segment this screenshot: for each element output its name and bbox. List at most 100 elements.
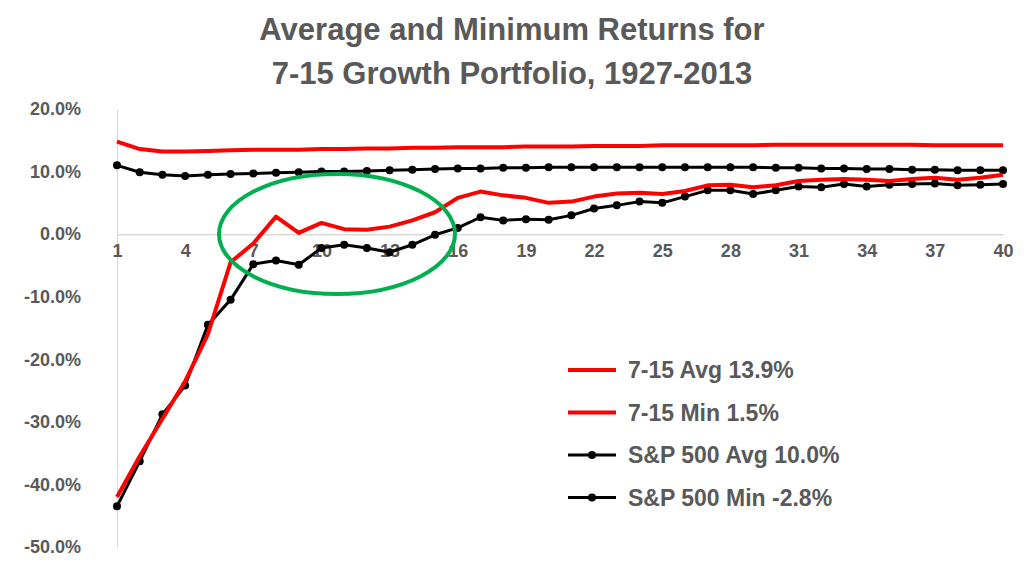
series-marker — [954, 166, 962, 174]
legend-item: 7-15 Min 1.5% — [568, 400, 779, 426]
series-marker — [522, 215, 530, 223]
series-marker — [113, 161, 121, 169]
series-marker — [431, 165, 439, 173]
y-tick: -20.0% — [24, 350, 117, 370]
series-marker — [976, 181, 984, 189]
legend-label: 7-15 Min 1.5% — [628, 400, 779, 426]
y-axis-line — [117, 110, 118, 548]
series-marker — [636, 198, 644, 206]
y-tick-label: -30.0% — [24, 412, 81, 432]
series-marker — [749, 190, 757, 198]
series-marker — [476, 213, 484, 221]
legend-swatch — [568, 368, 616, 372]
series-marker — [863, 183, 871, 191]
series-marker — [386, 166, 394, 174]
y-tick: 0.0% — [40, 224, 117, 244]
series-marker — [931, 179, 939, 187]
series-marker — [567, 163, 575, 171]
legend-item: 7-15 Avg 13.9% — [568, 357, 794, 383]
chart-title-line: 7-15 Growth Portfolio, 1927-2013 — [272, 56, 753, 91]
x-tick-label: 25 — [653, 241, 673, 261]
chart-container: Average and Minimum Returns for 7-15 Grow… — [0, 0, 1024, 567]
series-marker — [658, 163, 666, 171]
series-marker — [136, 168, 144, 176]
series-marker — [817, 183, 825, 191]
series-marker — [999, 180, 1007, 188]
x-tick: 25 — [653, 234, 673, 261]
series-line — [117, 183, 1003, 506]
y-tick-label: -10.0% — [24, 287, 81, 307]
x-tick: 31 — [789, 234, 809, 261]
y-axis: -50.0%-40.0%-30.0%-20.0%-10.0%0.0%10.0%2… — [24, 99, 118, 557]
legend-swatch — [568, 411, 616, 415]
series-marker — [340, 241, 348, 249]
series-marker — [590, 163, 598, 171]
series-marker — [272, 169, 280, 177]
series-marker — [636, 163, 644, 171]
legend-label: S&P 500 Avg 10.0% — [628, 442, 839, 468]
x-tick-label: 40 — [993, 241, 1013, 261]
series-marker — [249, 260, 257, 268]
series-marker — [840, 180, 848, 188]
x-tick-label: 19 — [516, 241, 536, 261]
series-marker — [908, 166, 916, 174]
series-marker — [885, 165, 893, 173]
series-marker — [454, 164, 462, 172]
series-marker — [227, 296, 235, 304]
plot-area — [113, 142, 1007, 511]
y-tick: -30.0% — [24, 412, 117, 432]
series-marker — [817, 164, 825, 172]
series-marker — [431, 231, 439, 239]
y-tick-label: 0.0% — [40, 224, 81, 244]
x-tick: 19 — [516, 234, 536, 261]
series-marker — [749, 163, 757, 171]
x-tick-label: 4 — [181, 241, 191, 261]
x-tick-label: 22 — [585, 241, 605, 261]
series-marker — [227, 170, 235, 178]
series-marker — [113, 502, 121, 510]
y-tick: 20.0% — [30, 99, 117, 119]
series-marker — [681, 193, 689, 201]
x-tick: 28 — [721, 234, 741, 261]
y-tick: -40.0% — [24, 475, 117, 495]
series-marker — [658, 199, 666, 207]
series-marker — [363, 244, 371, 252]
x-tick: 22 — [585, 234, 605, 261]
x-tick-label: 31 — [789, 241, 809, 261]
y-tick-label: -20.0% — [24, 350, 81, 370]
series-marker — [795, 164, 803, 172]
y-tick: -50.0% — [24, 537, 117, 557]
series-marker — [204, 171, 212, 179]
series-marker — [545, 163, 553, 171]
x-tick: 40 — [993, 234, 1013, 261]
chart-title-line: Average and Minimum Returns for — [259, 12, 764, 47]
x-tick: 4 — [181, 234, 191, 261]
legend-marker — [588, 494, 596, 502]
x-tick: 37 — [925, 234, 945, 261]
series-marker — [295, 261, 303, 269]
x-tick: 1 — [112, 234, 122, 261]
series-marker — [726, 186, 734, 194]
series-marker — [522, 164, 530, 172]
y-tick-label: 20.0% — [30, 99, 81, 119]
series-marker — [795, 183, 803, 191]
x-axis-line — [118, 234, 1004, 236]
series-marker — [408, 241, 416, 249]
series-marker — [545, 216, 553, 224]
legend: 7-15 Avg 13.9% 7-15 Min 1.5% S&P 500 Avg 1… — [568, 357, 839, 511]
x-tick-label: 34 — [857, 241, 877, 261]
series-marker — [499, 216, 507, 224]
series-marker — [726, 163, 734, 171]
series-marker — [681, 163, 689, 171]
y-tick-label: -50.0% — [24, 537, 81, 557]
x-tick-label: 28 — [721, 241, 741, 261]
series-marker — [772, 164, 780, 172]
series-marker — [476, 164, 484, 172]
series-marker — [954, 181, 962, 189]
series-marker — [181, 172, 189, 180]
legend-label: 7-15 Avg 13.9% — [628, 357, 794, 383]
legend-label: S&P 500 Min -2.8% — [628, 485, 832, 511]
series-marker — [249, 169, 257, 177]
series-marker — [317, 244, 325, 252]
x-tick-label: 37 — [925, 241, 945, 261]
